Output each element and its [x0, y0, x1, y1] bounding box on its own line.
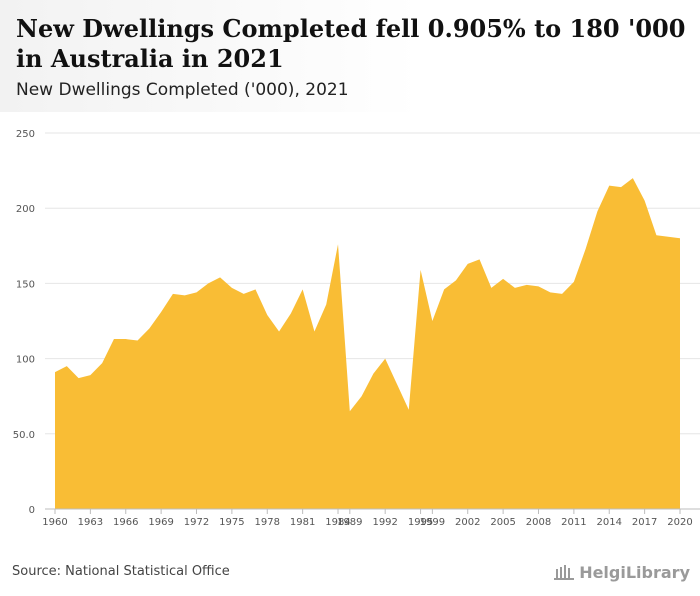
data-point: [442, 287, 446, 291]
data-point: [643, 199, 647, 203]
chart-subtitle: New Dwellings Completed ('000), 2021: [16, 80, 349, 100]
data-point: [395, 382, 399, 386]
data-point: [678, 236, 682, 240]
x-tick-label: 1975: [219, 517, 244, 528]
data-point: [324, 302, 328, 306]
data-point: [454, 278, 458, 282]
data-point: [53, 370, 57, 374]
x-tick-label: 1984: [325, 517, 350, 528]
data-point: [407, 408, 411, 412]
x-tick-label: 2002: [455, 517, 480, 528]
data-point: [100, 361, 104, 365]
area-series: [55, 178, 680, 509]
x-tick-label: 2008: [526, 517, 551, 528]
header: New Dwellings Completed fell 0.905% to 1…: [0, 0, 700, 112]
data-point: [513, 286, 517, 290]
data-point: [548, 290, 552, 294]
x-tick-label: 1981: [290, 517, 315, 528]
x-tick-label: 2011: [561, 517, 586, 528]
data-point: [277, 330, 281, 334]
x-tick-label: 1989: [337, 517, 362, 528]
data-point: [218, 275, 222, 279]
y-tick-label: 50.0: [13, 430, 35, 441]
data-point: [430, 319, 434, 323]
x-tick-label: 1960: [42, 517, 67, 528]
data-point: [65, 364, 69, 368]
x-tick-label: 2017: [632, 517, 657, 528]
data-point: [419, 268, 423, 272]
data-point: [525, 283, 529, 287]
data-point: [136, 339, 140, 343]
data-point: [360, 394, 364, 398]
x-tick-label: 1995: [408, 517, 433, 528]
y-tick-label: 100: [16, 355, 35, 366]
data-point: [584, 247, 588, 251]
x-tick-label: 2020: [667, 517, 692, 528]
data-point: [536, 284, 540, 288]
x-tick-label: 1999: [420, 517, 445, 528]
data-point: [147, 327, 151, 331]
x-tick-label: 1992: [372, 517, 397, 528]
data-point: [572, 280, 576, 284]
data-point: [124, 337, 128, 341]
data-point: [666, 235, 670, 239]
x-tick-label: 1972: [184, 517, 209, 528]
data-point: [301, 287, 305, 291]
data-point: [383, 357, 387, 361]
y-tick-label: 200: [16, 204, 35, 215]
x-tick-label: 1969: [148, 517, 173, 528]
x-tick-label: 1963: [78, 517, 103, 528]
data-point: [183, 293, 187, 297]
data-point: [77, 376, 81, 380]
y-tick-label: 0: [29, 505, 35, 516]
data-point: [171, 292, 175, 296]
data-point: [312, 330, 316, 334]
x-tick-label: 1978: [255, 517, 280, 528]
data-point: [230, 286, 234, 290]
data-point: [159, 310, 163, 314]
data-point: [336, 242, 340, 246]
data-point: [348, 409, 352, 413]
y-tick-label: 150: [16, 279, 35, 290]
data-point: [501, 277, 505, 281]
data-point: [595, 209, 599, 213]
data-point: [88, 373, 92, 377]
data-point: [607, 184, 611, 188]
data-point: [466, 262, 470, 266]
data-point: [654, 233, 658, 237]
data-point: [195, 290, 199, 294]
data-point: [619, 185, 623, 189]
x-tick-label: 1966: [113, 517, 138, 528]
data-point: [265, 313, 269, 317]
data-point: [371, 372, 375, 376]
data-point: [206, 281, 210, 285]
chart-title: New Dwellings Completed fell 0.905% to 1…: [16, 14, 686, 73]
data-point: [478, 257, 482, 261]
data-point: [489, 286, 493, 290]
y-tick-label: 250: [16, 129, 35, 140]
library-building-icon: [554, 565, 575, 580]
x-tick-label: 2014: [597, 517, 622, 528]
helgi-library-logo: HelgiLibrary: [553, 560, 690, 584]
logo-text: HelgiLibrary: [579, 562, 690, 582]
data-point: [560, 292, 564, 296]
data-point: [242, 292, 246, 296]
data-point: [631, 176, 635, 180]
data-point: [112, 337, 116, 341]
source-note: Source: National Statistical Office: [12, 564, 230, 579]
data-point: [253, 287, 257, 291]
area-chart: 0 50.0 100 150 200 250 1960 1963 1966 1969 1972 197…: [13, 129, 700, 528]
data-point: [289, 311, 293, 315]
x-tick-label: 2005: [490, 517, 515, 528]
